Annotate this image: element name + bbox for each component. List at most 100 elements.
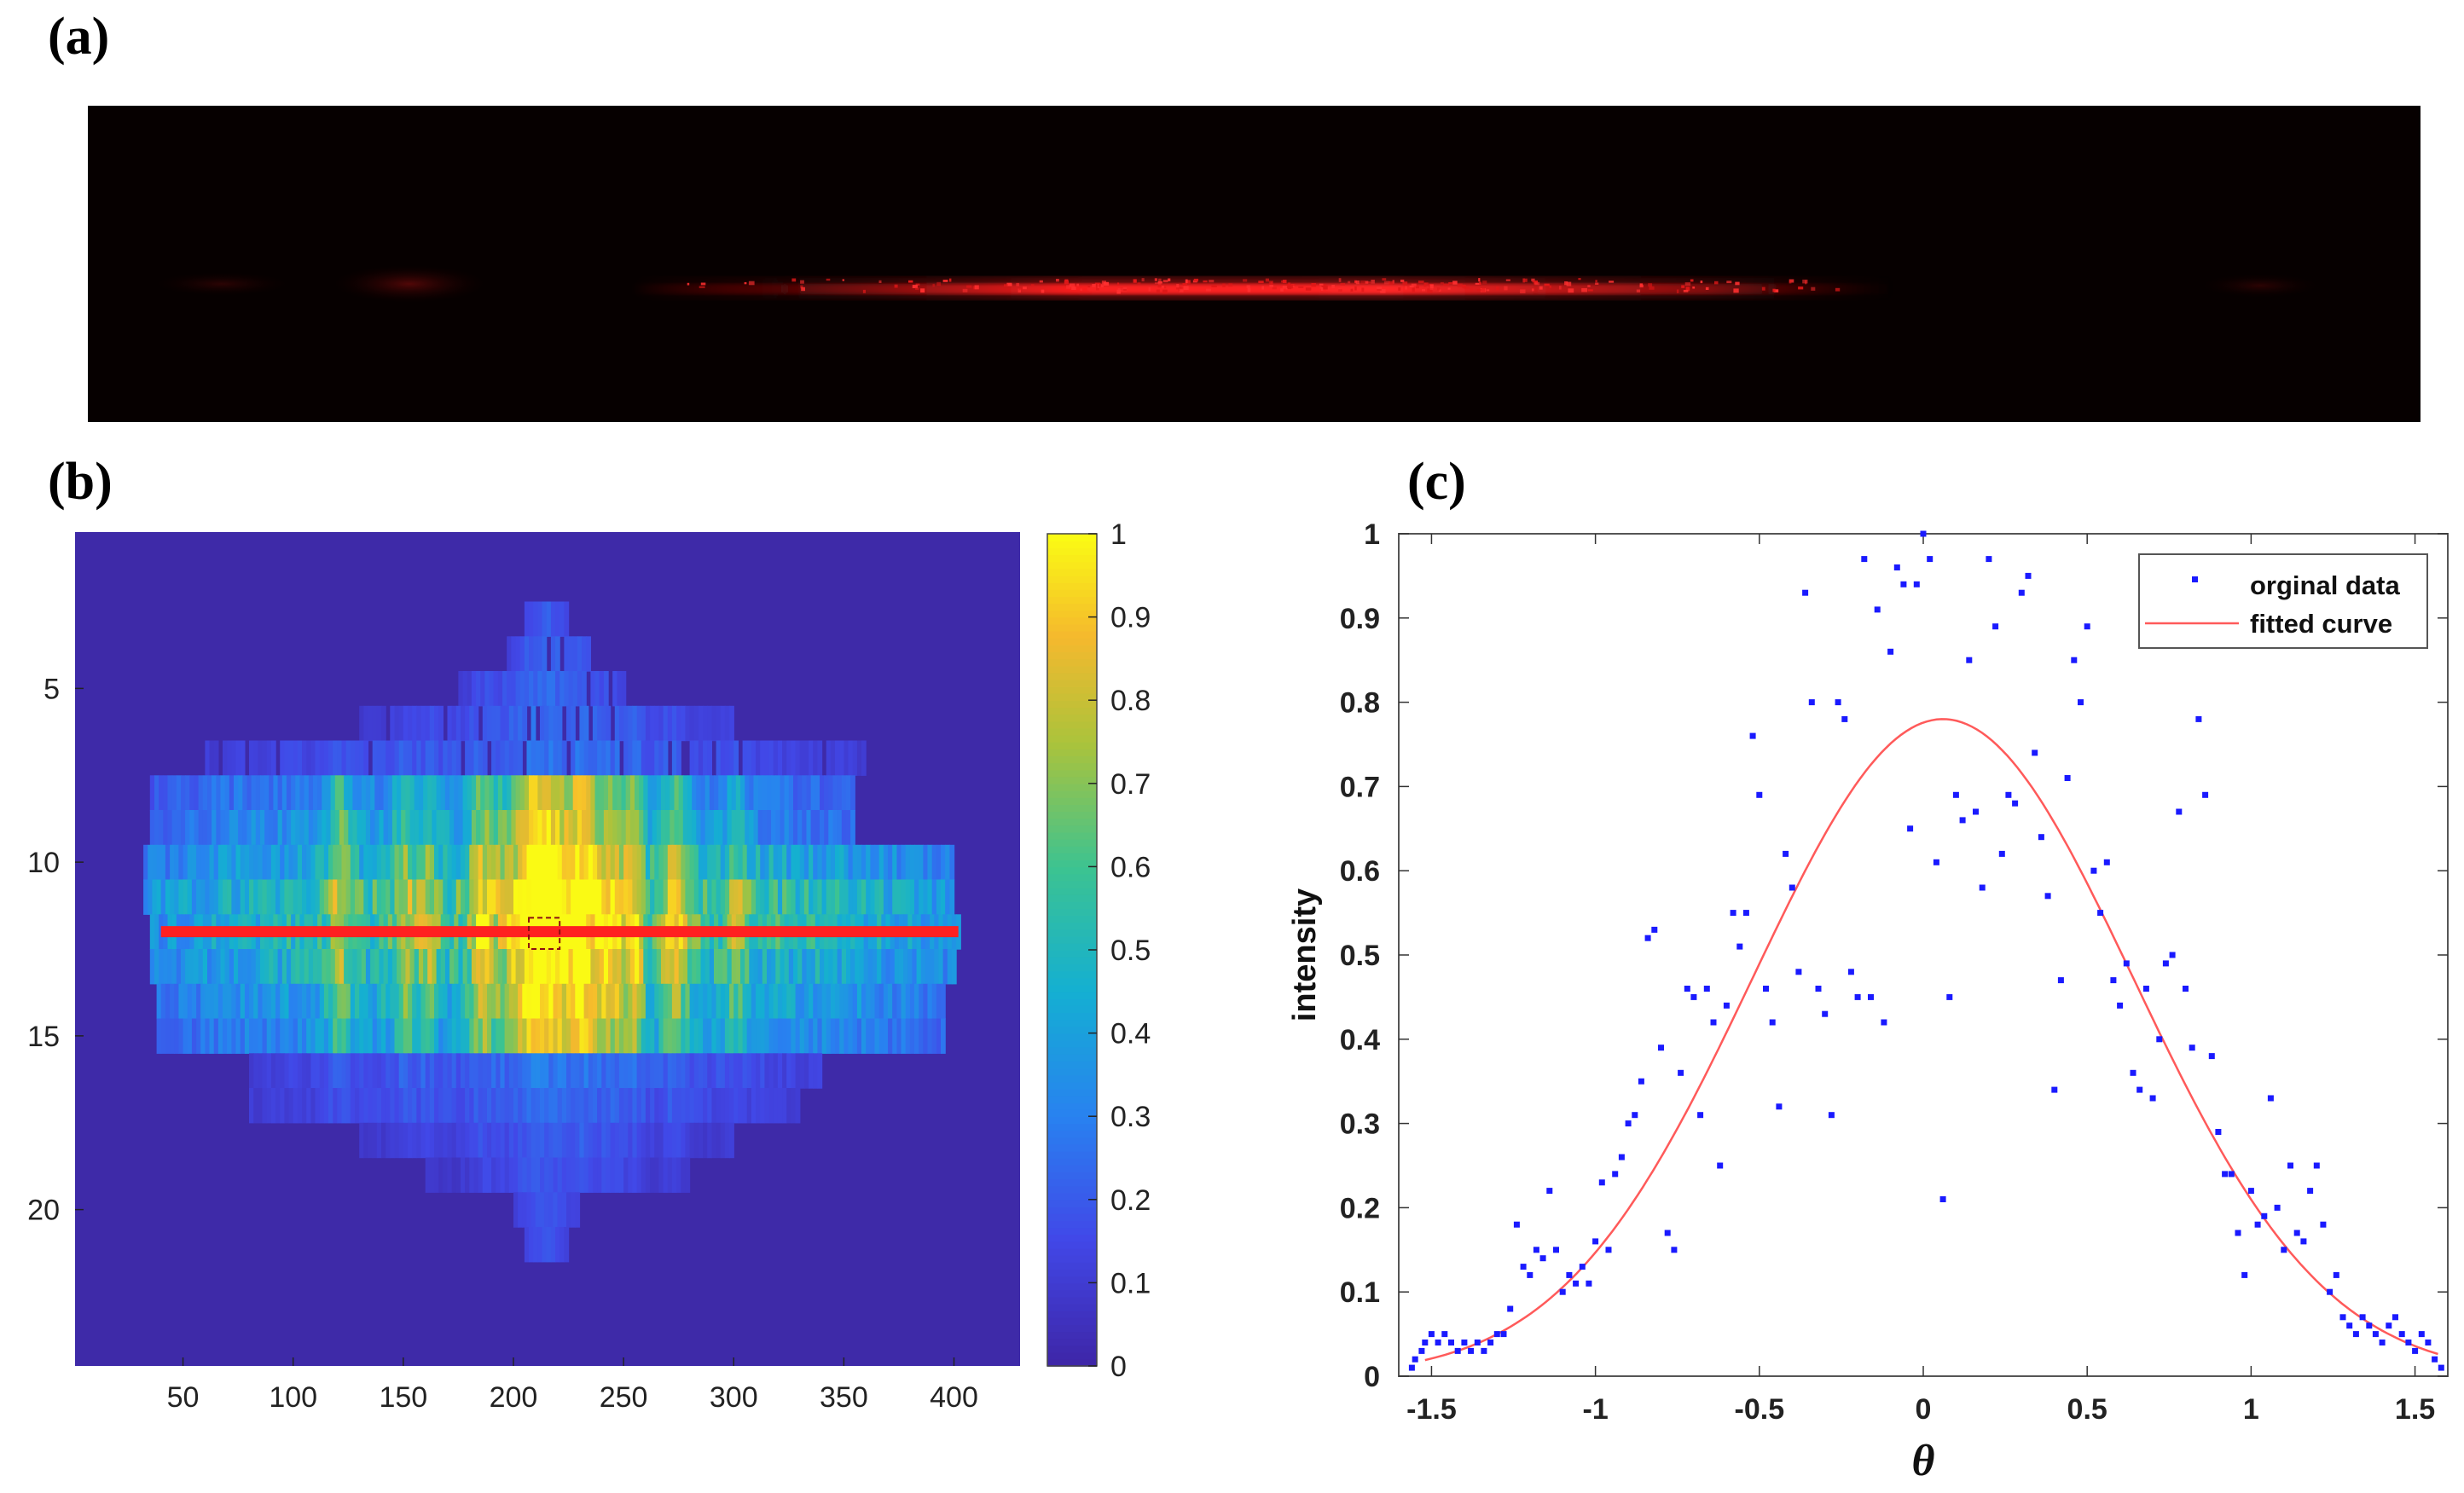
heatmap-cell bbox=[749, 949, 755, 985]
data-point bbox=[1973, 808, 1979, 815]
heatmap-cell bbox=[365, 775, 371, 811]
heatmap-cell bbox=[703, 1088, 708, 1124]
heatmap-cell bbox=[760, 1053, 765, 1089]
data-point bbox=[1408, 1364, 1415, 1371]
heatmap-cell bbox=[328, 1053, 333, 1089]
heatmap-cell bbox=[791, 983, 797, 1020]
heatmap-cell bbox=[720, 983, 726, 1020]
heatmap-cell bbox=[350, 1088, 356, 1124]
heatmap-cell bbox=[767, 810, 772, 846]
heatmap-cell bbox=[315, 1018, 321, 1054]
heatmap-cell bbox=[658, 1157, 664, 1193]
heatmap-cell bbox=[429, 705, 435, 742]
heatmap-cell bbox=[372, 844, 378, 881]
heatmap-cell bbox=[555, 1227, 560, 1263]
heatmap-cell bbox=[735, 949, 741, 985]
heatmap-cell bbox=[240, 740, 246, 776]
heatmap-cell bbox=[535, 1018, 541, 1054]
heatmap-cell bbox=[753, 810, 759, 846]
heatmap-cell bbox=[480, 810, 485, 846]
data-point bbox=[1579, 1264, 1586, 1270]
heatmap-cell bbox=[658, 1122, 664, 1159]
heatmap-cell bbox=[724, 740, 730, 776]
heatmap-cell bbox=[676, 705, 681, 742]
heatmap-cell bbox=[597, 879, 602, 915]
heatmap-cell bbox=[740, 810, 745, 846]
heatmap-cell bbox=[645, 1088, 651, 1124]
heatmap-cell bbox=[390, 1122, 396, 1159]
data-point bbox=[1573, 1280, 1580, 1287]
faint-glow-far-left bbox=[154, 272, 290, 296]
heatmap-cell bbox=[478, 740, 484, 776]
heatmap-cell bbox=[740, 949, 745, 985]
heatmap-cell bbox=[519, 671, 525, 707]
heatmap-cell bbox=[575, 879, 581, 915]
scatter-y-tick-label: 0.6 bbox=[1340, 855, 1380, 888]
beam-speckle bbox=[1520, 289, 1526, 293]
heatmap-cell bbox=[561, 1157, 567, 1193]
heatmap-cell bbox=[229, 810, 235, 846]
heatmap-cell bbox=[273, 810, 279, 846]
heatmap-cell bbox=[447, 1157, 453, 1193]
data-point bbox=[1913, 581, 1920, 587]
heatmap-cell bbox=[914, 879, 919, 915]
heatmap-cell bbox=[465, 879, 470, 915]
heatmap-cell bbox=[803, 879, 809, 915]
heatmap-cell bbox=[376, 740, 382, 776]
heatmap-cell bbox=[594, 671, 600, 707]
heatmap-cell bbox=[381, 1018, 386, 1054]
heatmap-cell bbox=[709, 810, 715, 846]
heatmap-cell bbox=[196, 1018, 201, 1054]
heatmap-cell bbox=[270, 740, 276, 776]
heatmap-cell bbox=[571, 740, 576, 776]
beam-speckle bbox=[1018, 287, 1023, 291]
heatmap-cell bbox=[738, 1088, 744, 1124]
heatmap-cell bbox=[892, 983, 897, 1020]
heatmap-cell bbox=[553, 879, 559, 915]
heatmap-cell bbox=[670, 810, 675, 846]
colorbar-band bbox=[1047, 1130, 1097, 1138]
heatmap-cell bbox=[571, 844, 576, 881]
heatmap-cell bbox=[465, 740, 470, 776]
heatmap-cell bbox=[310, 1053, 316, 1089]
data-point bbox=[1566, 1271, 1573, 1278]
colorbar-band bbox=[1047, 1165, 1097, 1172]
heatmap-cell bbox=[363, 740, 369, 776]
heatmap-cell bbox=[813, 1053, 818, 1089]
heatmap-cell bbox=[345, 740, 351, 776]
colorbar-band bbox=[1047, 616, 1097, 625]
heatmap-cell bbox=[751, 983, 757, 1020]
heatmap-cell bbox=[526, 844, 532, 881]
heatmap-cell bbox=[799, 1053, 805, 1089]
heatmap-cell bbox=[559, 949, 565, 985]
heatmap-cell bbox=[764, 879, 770, 915]
heatmap-cell bbox=[856, 844, 862, 881]
colorbar-band bbox=[1047, 790, 1097, 798]
heatmap-cell bbox=[359, 1053, 364, 1089]
colorbar-band bbox=[1047, 887, 1097, 895]
heatmap-cell bbox=[348, 775, 354, 811]
heatmap-cell bbox=[508, 844, 514, 881]
heatmap-cell bbox=[213, 740, 219, 776]
beam-speckle bbox=[1137, 282, 1141, 285]
heatmap-cell bbox=[370, 949, 375, 985]
heatmap-cell bbox=[738, 1053, 744, 1089]
heatmap-cell bbox=[288, 1018, 294, 1054]
heatmap-cell bbox=[471, 949, 477, 985]
heatmap-cell bbox=[700, 949, 706, 985]
heatmap-cell bbox=[786, 1088, 791, 1124]
beam-speckle bbox=[1322, 285, 1328, 290]
heatmap-cell bbox=[788, 949, 794, 985]
heatmap-cell bbox=[443, 1088, 449, 1124]
heatmap-cell bbox=[227, 740, 232, 776]
heatmap-cell bbox=[345, 983, 351, 1020]
data-point bbox=[1952, 791, 1959, 798]
heatmap-cell bbox=[746, 1018, 752, 1054]
heatmap-cell bbox=[641, 983, 646, 1020]
colorbar-band bbox=[1047, 977, 1097, 986]
beam-speckle bbox=[1287, 284, 1294, 289]
heatmap-cell bbox=[568, 949, 574, 985]
heatmap-cell bbox=[191, 879, 197, 915]
